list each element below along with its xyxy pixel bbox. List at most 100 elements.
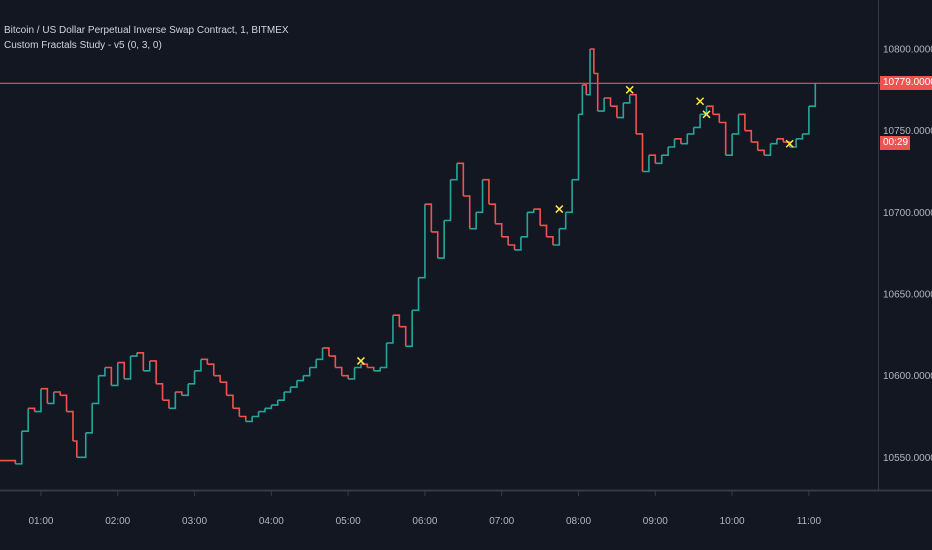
fractal-marker [785,139,794,148]
price-segment [328,355,337,368]
price-segment [540,224,548,237]
time-tick-label: 06:00 [412,516,437,527]
price-segment [47,392,55,405]
price-segment [444,179,452,222]
price-segment [367,366,375,371]
study-legend[interactable]: Custom Fractals Study - v5 (0, 3, 0) [4,40,162,51]
price-segment [117,361,125,379]
price-segment [188,370,196,385]
price-axis[interactable]: 10550.0000000 10600.0000000 10650.0000000 1… [883,45,932,464]
price-segment [712,113,721,123]
time-tick-label: 09:00 [643,516,668,527]
time-tick-label: 03:00 [182,516,207,527]
price-segment [232,407,241,417]
price-segment [533,208,541,226]
time-tick-label: 02:00 [105,516,130,527]
time-tick-label: 11:00 [797,516,822,527]
price-segment [149,360,157,384]
price-segment [559,212,567,230]
price-segment [380,343,388,369]
price-segment [463,195,471,229]
price-segment [508,244,516,250]
price-segment [0,459,17,464]
price-segment [582,84,587,95]
price-segment [527,209,535,214]
price-segment [258,408,266,413]
price-segment [757,149,765,156]
fractal-marker [702,110,711,119]
price-segment [200,358,209,365]
price-segment [143,360,151,372]
price-segment [156,383,164,401]
time-tick-label: 08:00 [566,516,591,527]
price-segment [271,400,279,406]
countdown-tag: 00:29 [880,136,910,150]
price-segment [610,105,618,118]
price-segment [546,236,554,245]
symbol-legend[interactable]: Bitcoin / US Dollar Perpetual Inverse Sw… [4,25,289,36]
price-segment [264,405,273,410]
price-segment [783,141,791,147]
price-segment [72,440,78,458]
price-segment [604,97,612,107]
price-segment [706,105,714,115]
price-segment [572,114,580,181]
price-segment [802,106,810,135]
price-segment [642,155,650,173]
price-segment [111,362,119,387]
price-segment [776,138,785,143]
last-price-tag: 10779.0000000 [880,76,932,91]
price-tick-label: 10700.0000000 [883,208,932,219]
price-segment [290,380,298,388]
price-segment [175,391,183,396]
price-segment [98,367,106,377]
price-segment [744,129,753,143]
price-segment [207,363,215,376]
price-segment [424,203,433,232]
price-segment [680,133,689,145]
fractal-markers [356,85,794,365]
price-segment [162,399,170,409]
price-segment [130,352,138,357]
price-segment [168,392,177,410]
price-segment [450,163,458,181]
price-segment [501,236,509,245]
price-segment [194,359,202,372]
time-tick-label: 01:00 [28,516,53,527]
price-segment [303,367,311,377]
price-segment [593,72,599,112]
price-segment [764,143,772,156]
price-segment [85,403,93,434]
price-segment [437,220,445,259]
price-segment [392,314,401,327]
price-segment [335,366,343,376]
time-tick-label: 04:00 [259,516,284,527]
price-segment [136,352,145,371]
price-segment [456,162,465,196]
price-segment [341,374,349,379]
price-segment [60,394,68,412]
price-segment [597,98,605,112]
price-segment [693,114,701,129]
price-segment [226,394,234,409]
price-segment [277,392,285,401]
price-segment [412,277,420,312]
price-segment [808,83,817,107]
price-segment [482,178,490,205]
price-segment [28,407,36,412]
price-segment [668,138,676,148]
price-segment [552,228,561,246]
price-segment [405,310,413,348]
time-axis[interactable]: 01:00 02:00 03:00 04:00 05:00 06:00 07:00 08:00… [28,491,821,527]
price-segment [181,383,189,397]
price-segment [348,367,356,380]
price-segment [239,415,247,422]
time-tick-label: 05:00 [336,516,361,527]
price-segment [34,388,42,413]
price-segment [636,133,644,172]
price-segment [40,387,49,404]
price-tick-label: 10550.0000000 [883,453,932,464]
price-segment [476,179,484,214]
fractal-marker [696,97,705,106]
